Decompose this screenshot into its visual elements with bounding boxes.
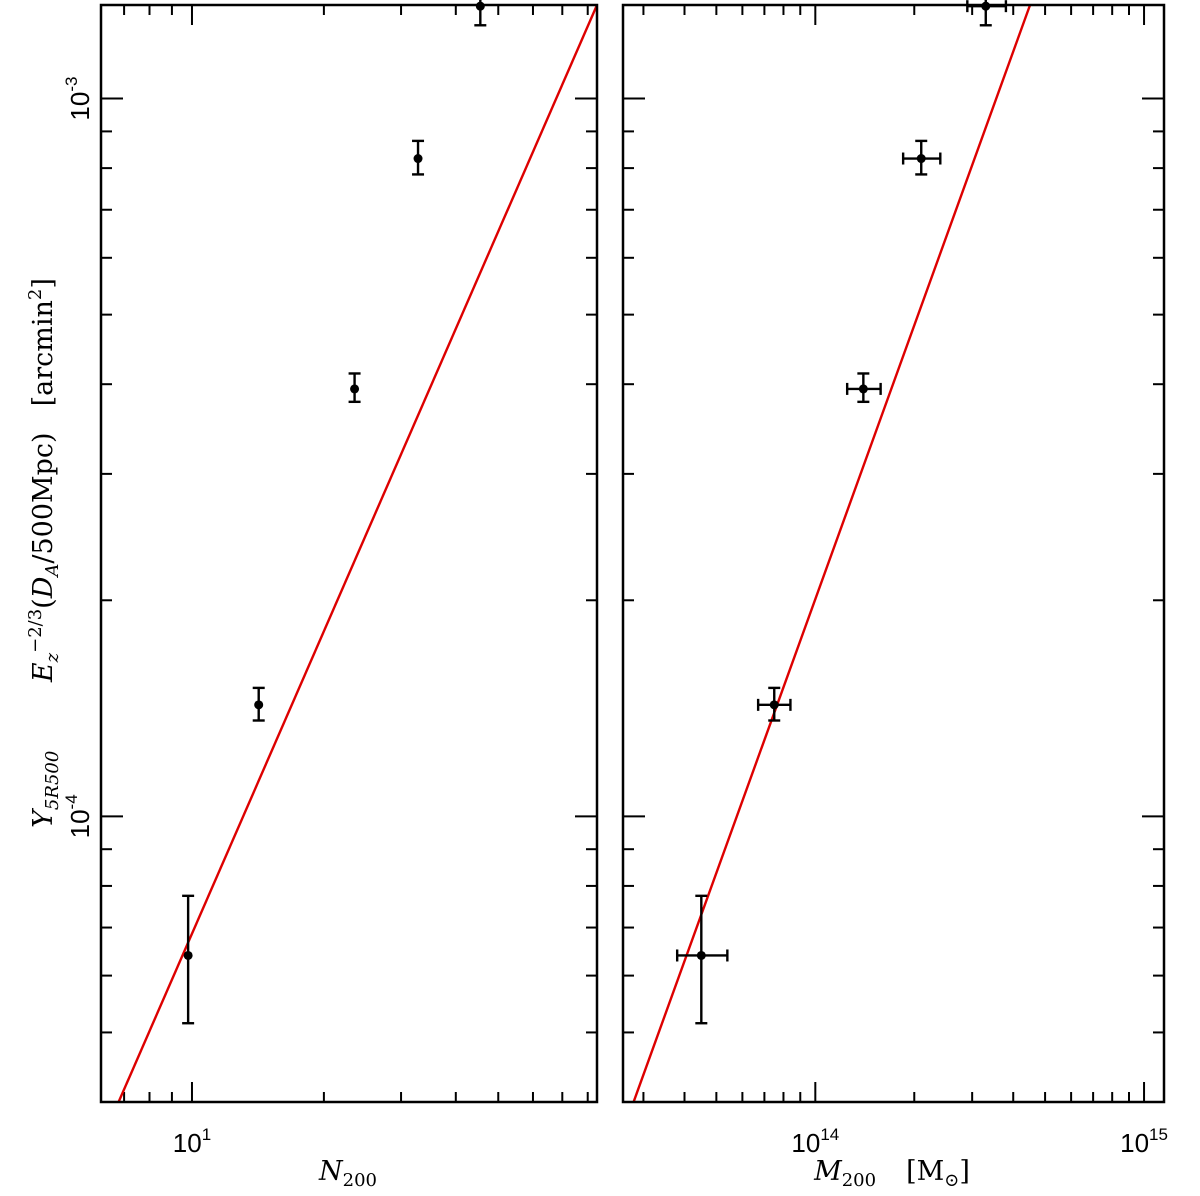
right-panel: 1014 1015 M200 [M⊙] [621,0,1168,1191]
data-point [756,686,792,722]
data-point [348,372,361,404]
right-x-tick-labels: 1014 1015 [791,1125,1168,1158]
data-point [901,139,942,176]
point-marker [350,384,360,394]
data-point [675,894,729,1025]
right-panel-frame [621,3,1166,1104]
point-marker [769,700,779,710]
x-tick-label: 101 [173,1125,211,1158]
y-tick-label: 10-4 [62,794,95,838]
left-x-axis-label: N200 [318,1156,377,1191]
left-fit-line [117,4,599,1103]
data-point [182,894,195,1025]
left-panel-frame [99,3,599,1104]
data-point [845,372,882,404]
data-point [252,686,265,722]
point-marker [413,154,423,164]
point-marker [696,950,706,960]
y-axis-label: Y5R500 Ez−2/3(DA/500Mpc)[arcmin2] [25,278,63,828]
y-tick-label: 10-3 [62,77,95,121]
right-fit-line [632,4,1032,1103]
x-tick-label: 1015 [1120,1125,1168,1158]
right-panel-ticks [623,5,1164,1103]
left-panel: 101 10-4 10-3 N200 Y5R500 Ez−2/3(DA/500Mp… [25,0,599,1191]
left-x-tick-labels: 101 [173,1125,211,1158]
point-marker [254,700,264,710]
left-data-points [182,0,487,1025]
point-marker [858,384,868,394]
point-marker [183,950,193,960]
point-marker [916,154,926,164]
fit-line [117,4,599,1103]
left-panel-ticks [101,5,597,1103]
left-y-tick-labels: 10-4 10-3 [62,77,95,839]
right-data-points [675,0,1008,1025]
right-x-axis-label: M200 [M⊙] [813,1156,970,1191]
fit-line [632,4,1032,1103]
x-tick-label: 1014 [791,1125,839,1158]
data-point [412,139,425,176]
